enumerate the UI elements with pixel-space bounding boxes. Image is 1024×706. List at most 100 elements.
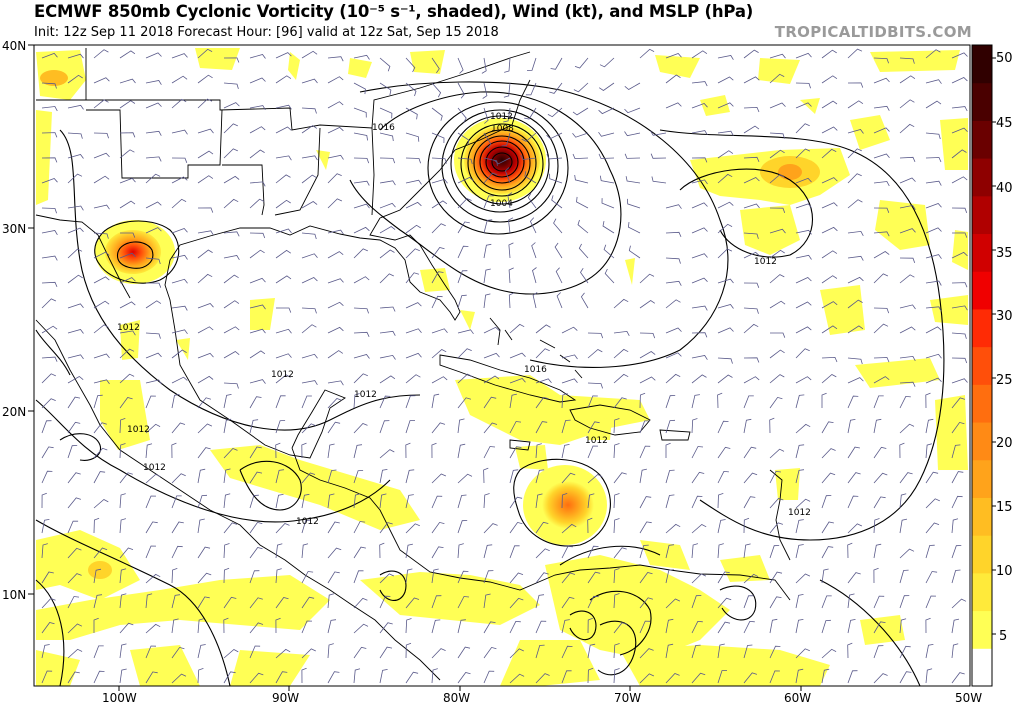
wind-barb — [275, 104, 292, 110]
wind-barb — [639, 48, 655, 59]
wind-barb — [67, 154, 84, 159]
wind-barb — [41, 644, 50, 659]
wind-barb — [847, 642, 853, 659]
wind-barb — [67, 648, 83, 659]
wind-barbs — [41, 48, 968, 684]
wind-barb — [899, 442, 905, 459]
wind-barb — [301, 493, 310, 509]
wind-barb — [665, 299, 681, 309]
wind-barb — [431, 157, 447, 164]
wind-barb — [795, 82, 811, 89]
wind-barb — [925, 595, 937, 609]
wind-barb — [572, 132, 589, 138]
wind-barb — [821, 100, 838, 109]
wind-barb — [553, 218, 563, 234]
wind-barb — [353, 493, 361, 509]
wind-barb — [249, 232, 266, 239]
isobar-label: 1004 — [490, 199, 513, 209]
wind-barb — [795, 498, 811, 509]
wind-barb — [769, 670, 780, 684]
wind-barb — [535, 324, 551, 334]
wind-barb — [561, 545, 573, 559]
wind-barb — [431, 473, 447, 484]
colorbar-swatch — [972, 120, 992, 159]
wind-barb — [847, 572, 861, 584]
wind-barb — [327, 350, 344, 359]
wind-barb — [847, 148, 862, 159]
wind-barb — [483, 523, 498, 534]
wind-barb — [743, 418, 752, 434]
wind-barb — [353, 423, 368, 434]
colorbar-swatch — [972, 308, 992, 348]
wind-barb — [275, 523, 290, 534]
wind-barb — [613, 593, 620, 609]
wind-barb — [223, 255, 240, 261]
wind-barb — [457, 57, 464, 74]
wind-barb — [795, 668, 804, 684]
wind-barb — [197, 48, 213, 59]
wind-barb — [899, 326, 916, 334]
wind-barb — [561, 645, 573, 659]
wind-barb — [665, 102, 682, 109]
wind-barb — [665, 569, 674, 584]
wind-barb — [899, 156, 916, 163]
wind-barb — [925, 498, 940, 509]
wind-barb — [627, 222, 641, 234]
colorbar-swatch — [972, 459, 992, 498]
wind-barb — [223, 418, 232, 434]
wind-barb — [821, 448, 836, 459]
wind-barb — [223, 300, 240, 309]
wind-barb — [847, 472, 861, 484]
wind-barb — [275, 353, 292, 359]
wind-barb — [379, 449, 395, 459]
wind-barb — [717, 597, 732, 609]
wind-barb — [353, 354, 370, 359]
wind-barb — [665, 544, 675, 559]
wind-barb — [821, 148, 837, 159]
wind-barb — [275, 648, 291, 659]
wind-barb — [275, 420, 286, 434]
wind-barb — [951, 251, 968, 259]
wind-barb — [405, 328, 422, 334]
wind-barb — [795, 376, 812, 384]
wind-barb — [507, 192, 513, 209]
lon-label-90w: 90W — [272, 691, 299, 705]
wind-barb — [379, 646, 393, 659]
wind-barb — [197, 447, 211, 459]
wind-barb — [275, 228, 292, 234]
wind-barb — [639, 544, 649, 559]
wind-barb — [249, 77, 266, 84]
wind-barb — [353, 82, 366, 95]
wind-barb — [405, 395, 416, 409]
wind-barb — [561, 354, 578, 360]
wind-barb — [535, 421, 548, 434]
wind-barb — [574, 174, 589, 184]
wind-barb — [431, 295, 443, 309]
wind-barb — [379, 469, 388, 484]
wind-barb — [197, 423, 213, 434]
wind-barb — [743, 323, 759, 334]
wind-barb — [743, 595, 754, 609]
wind-barb — [379, 542, 385, 559]
wind-barb — [665, 53, 682, 59]
colorbar-swatch — [972, 346, 992, 385]
wind-barb — [535, 443, 542, 459]
isobar-label: 1012 — [117, 323, 140, 333]
wind-barb — [275, 174, 291, 184]
wind-barb — [599, 57, 615, 68]
wind-barb — [301, 307, 317, 314]
wind-barb — [457, 672, 471, 684]
wind-barb — [327, 593, 335, 609]
wind-barb — [93, 422, 107, 434]
wind-barb — [119, 643, 127, 659]
wind-barb — [119, 348, 135, 359]
wind-barb — [223, 82, 239, 90]
wind-barb — [145, 593, 153, 609]
wind-barb — [535, 572, 549, 584]
wind-barb — [457, 107, 467, 123]
wind-barb — [67, 329, 84, 334]
wind-barb — [572, 153, 589, 160]
wind-barb — [301, 423, 316, 434]
wind-barb — [93, 152, 110, 159]
wind-barb — [578, 243, 589, 259]
